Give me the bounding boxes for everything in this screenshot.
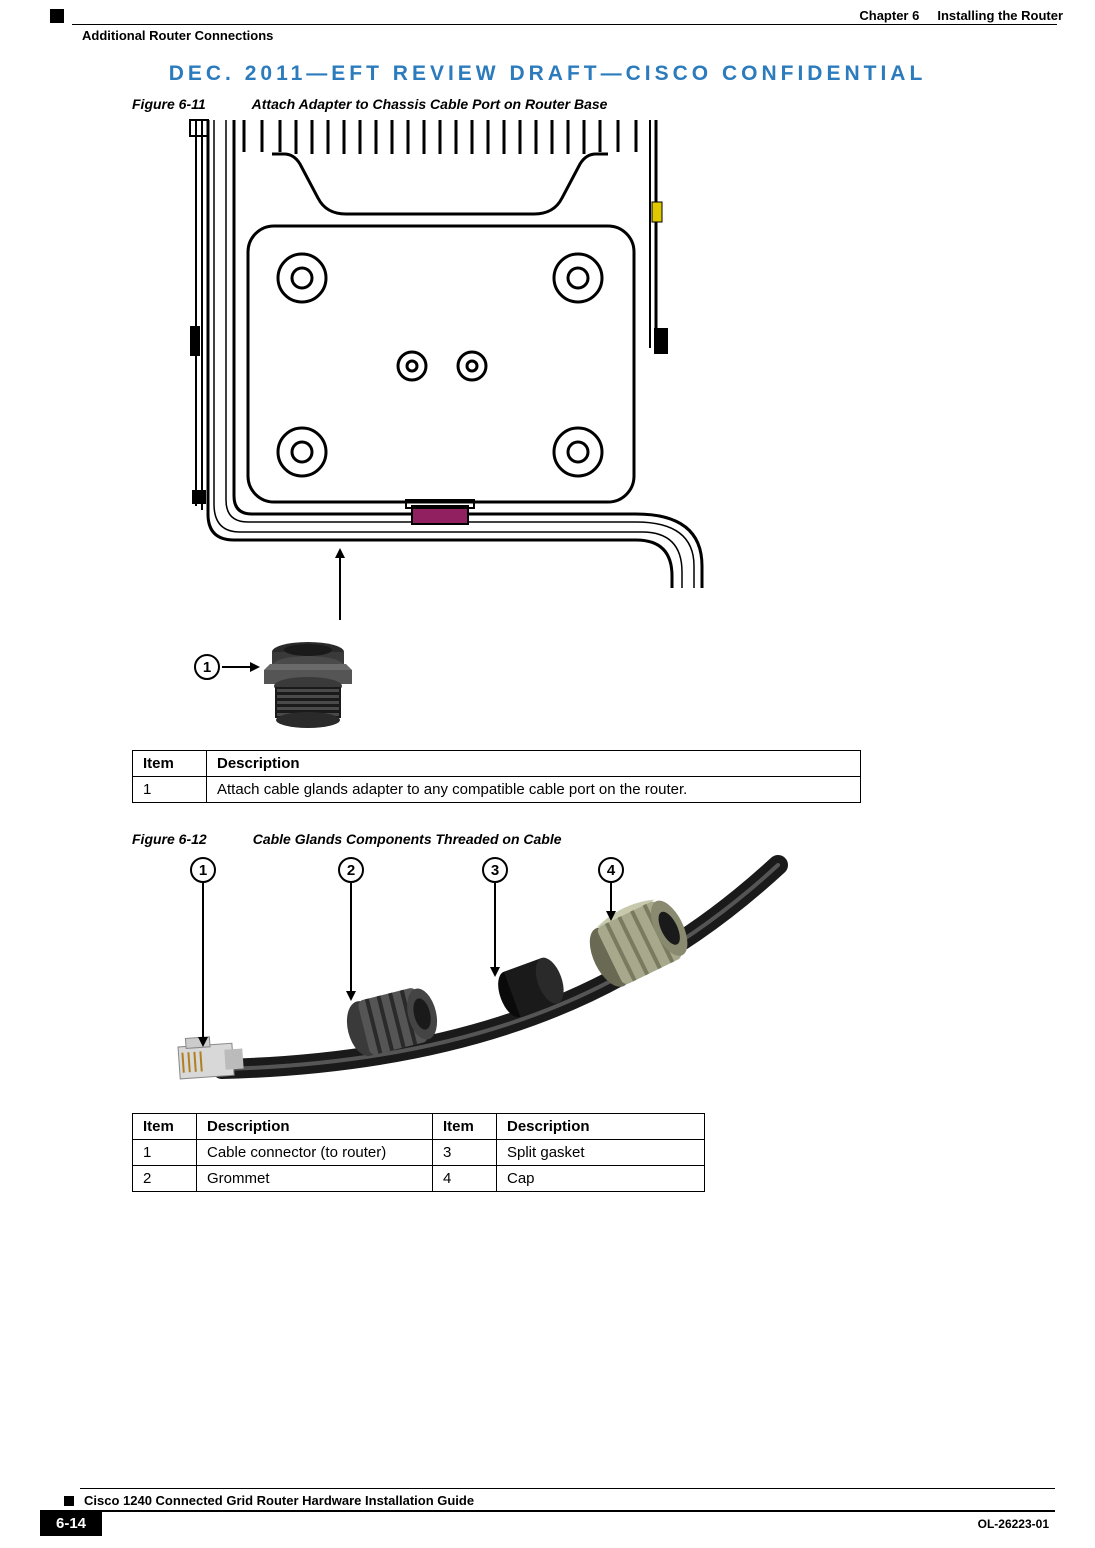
figure2-arrow3-head bbox=[490, 967, 500, 977]
figure2-title: Cable Glands Components Threaded on Cabl… bbox=[253, 831, 562, 847]
figure2-callout-2: 2 bbox=[338, 857, 364, 883]
figure1-label: Figure 6-11 bbox=[132, 96, 206, 112]
figure2-r0c0: 1 bbox=[133, 1140, 197, 1166]
figure1-th-desc: Description bbox=[207, 751, 861, 777]
figure1-th-item: Item bbox=[133, 751, 207, 777]
table-row: 1 Cable connector (to router) 3 Split ga… bbox=[133, 1140, 705, 1166]
footer-marker-icon bbox=[64, 1496, 74, 1506]
figure2-arrow1-head bbox=[198, 1037, 208, 1047]
figure2-arrow1-line bbox=[202, 883, 204, 1039]
figure1-cell-item: 1 bbox=[133, 777, 207, 803]
figure2-arrow4-line bbox=[610, 883, 612, 913]
figure2-r1c0: 2 bbox=[133, 1166, 197, 1192]
figure1-callout-line bbox=[222, 666, 252, 668]
figure2-label: Figure 6-12 bbox=[132, 831, 207, 847]
footer-guide-title: Cisco 1240 Connected Grid Router Hardwar… bbox=[84, 1493, 1055, 1508]
header-right: Chapter 6 Installing the Router bbox=[859, 8, 1063, 23]
figure2-arrow3-line bbox=[494, 883, 496, 969]
header-marker-icon bbox=[50, 9, 64, 23]
footer-row: 6-14 OL-26223-01 bbox=[40, 1510, 1055, 1536]
page-content: Figure 6-11 Attach Adapter to Chassis Ca… bbox=[132, 96, 1005, 1192]
figure2-r1c2: 4 bbox=[433, 1166, 497, 1192]
figure1-image: 1 bbox=[162, 118, 780, 722]
figure2-caption: Figure 6-12 Cable Glands Components Thre… bbox=[132, 831, 1005, 847]
figure2-callout-2-num: 2 bbox=[347, 862, 355, 879]
figure2-th-3: Description bbox=[497, 1114, 705, 1140]
chapter-number: Chapter 6 bbox=[859, 8, 919, 23]
table-row: 2 Grommet 4 Cap bbox=[133, 1166, 705, 1192]
section-heading: Additional Router Connections bbox=[82, 28, 273, 43]
figure2-callout-4-num: 4 bbox=[607, 862, 615, 879]
figure2-th-2: Item bbox=[433, 1114, 497, 1140]
figure2-r1c1: Grommet bbox=[197, 1166, 433, 1192]
page-header: Chapter 6 Installing the Router bbox=[50, 8, 1063, 23]
figure2-callout-4: 4 bbox=[598, 857, 624, 883]
figure2-arrow2-line bbox=[350, 883, 352, 993]
adapter-icon bbox=[258, 634, 358, 728]
figure1-table: Item Description 1 Attach cable glands a… bbox=[132, 750, 861, 803]
figure2-r0c1: Cable connector (to router) bbox=[197, 1140, 433, 1166]
review-banner: DEC. 2011—EFT REVIEW DRAFT—CISCO CONFIDE… bbox=[0, 62, 1095, 86]
figure2-callout-3-num: 3 bbox=[491, 862, 499, 879]
figure1-arrow-line bbox=[339, 556, 341, 620]
figure2-arrow4-head bbox=[606, 911, 616, 921]
header-rule bbox=[72, 24, 1057, 25]
figure1-title: Attach Adapter to Chassis Cable Port on … bbox=[252, 96, 608, 112]
figure1-callout-arrowhead bbox=[250, 662, 260, 672]
router-diagram-svg bbox=[162, 118, 780, 588]
footer-rule bbox=[80, 1488, 1055, 1489]
cable-diagram-svg bbox=[162, 853, 798, 1093]
figure1-callout-1-num: 1 bbox=[203, 659, 211, 676]
footer-doc-id: OL-26223-01 bbox=[102, 1510, 1055, 1536]
figure2-r0c2: 3 bbox=[433, 1140, 497, 1166]
header-left bbox=[50, 8, 64, 23]
figure2-arrow2-head bbox=[346, 991, 356, 1001]
figure1-caption: Figure 6-11 Attach Adapter to Chassis Ca… bbox=[132, 96, 1005, 112]
figure2-table: Item Description Item Description 1 Cabl… bbox=[132, 1113, 705, 1192]
table-row: 1 Attach cable glands adapter to any com… bbox=[133, 777, 861, 803]
figure1-arrow-head bbox=[335, 548, 345, 558]
figure2-r0c3: Split gasket bbox=[497, 1140, 705, 1166]
figure2-callout-1: 1 bbox=[190, 857, 216, 883]
page-number: 6-14 bbox=[40, 1510, 102, 1536]
figure2-r1c3: Cap bbox=[497, 1166, 705, 1192]
figure1-cell-desc: Attach cable glands adapter to any compa… bbox=[207, 777, 861, 803]
figure2-image: 1 2 3 4 bbox=[162, 853, 798, 1093]
page-footer: Cisco 1240 Connected Grid Router Hardwar… bbox=[40, 1488, 1055, 1536]
figure2-th-1: Description bbox=[197, 1114, 433, 1140]
figure2-callout-1-num: 1 bbox=[199, 862, 207, 879]
figure2-callout-3: 3 bbox=[482, 857, 508, 883]
figure1-callout-1: 1 bbox=[194, 654, 220, 680]
banner-text: DEC. 2011—EFT REVIEW DRAFT—CISCO CONFIDE… bbox=[169, 62, 927, 85]
figure2-th-0: Item bbox=[133, 1114, 197, 1140]
chapter-title: Installing the Router bbox=[937, 8, 1063, 23]
